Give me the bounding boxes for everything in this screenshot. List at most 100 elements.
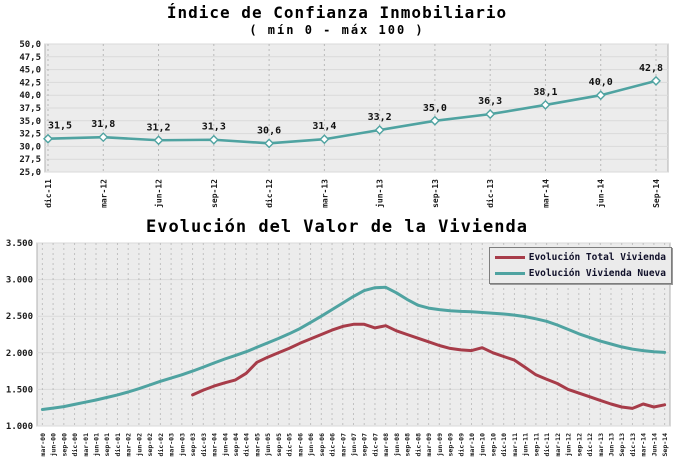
svg-text:sep-02: sep-02 xyxy=(146,433,154,457)
svg-text:sep-03: sep-03 xyxy=(189,433,197,457)
svg-text:sep-12: sep-12 xyxy=(575,433,583,457)
svg-text:jun-09: jun-09 xyxy=(436,433,444,457)
svg-text:1.500: 1.500 xyxy=(6,385,33,395)
svg-text:sep-08: sep-08 xyxy=(404,433,412,457)
svg-text:mar-10: mar-10 xyxy=(468,433,476,457)
svg-text:jun-00: jun-00 xyxy=(50,433,58,457)
svg-text:sep-04: sep-04 xyxy=(232,433,240,457)
svg-text:Sep-14: Sep-14 xyxy=(661,433,669,457)
svg-text:sep-10: sep-10 xyxy=(489,433,497,457)
svg-text:dic-06: dic-06 xyxy=(329,433,337,457)
svg-text:31,4: 31,4 xyxy=(312,121,336,132)
svg-text:mar-13: mar-13 xyxy=(320,179,329,208)
svg-text:jun-02: jun-02 xyxy=(135,433,143,457)
svg-text:mar-14: mar-14 xyxy=(541,179,550,208)
svg-text:sep-11: sep-11 xyxy=(532,433,540,457)
svg-text:31,8: 31,8 xyxy=(91,119,115,130)
svg-text:dic-05: dic-05 xyxy=(286,433,294,457)
svg-text:mar-01: mar-01 xyxy=(82,433,90,457)
svg-text:mar-09: mar-09 xyxy=(425,433,433,457)
svg-text:36,3: 36,3 xyxy=(478,96,502,107)
svg-text:sep-00: sep-00 xyxy=(60,433,68,457)
top-chart-title: Índice de Confianza Inmobiliario xyxy=(166,3,508,22)
svg-text:31,2: 31,2 xyxy=(146,122,170,133)
svg-text:32,5: 32,5 xyxy=(19,130,41,140)
svg-text:dic-11: dic-11 xyxy=(43,179,53,208)
svg-text:dic-02: dic-02 xyxy=(157,433,165,457)
svg-text:sep-06: sep-06 xyxy=(318,433,326,457)
svg-text:mar-00: mar-00 xyxy=(39,433,47,457)
svg-text:mar-12: mar-12 xyxy=(554,433,562,457)
svg-text:40,0: 40,0 xyxy=(589,77,613,88)
svg-text:dic-00: dic-00 xyxy=(71,433,79,457)
svg-text:47,5: 47,5 xyxy=(19,53,41,63)
svg-text:Jun-13: Jun-13 xyxy=(607,433,615,457)
svg-text:38,1: 38,1 xyxy=(533,87,557,98)
svg-text:sep-01: sep-01 xyxy=(103,433,111,457)
svg-text:42,8: 42,8 xyxy=(639,63,663,74)
svg-text:dic-13: dic-13 xyxy=(485,179,495,208)
confidence-index-line-chart: 50,0 47,5 45,0 42,5 40,0 37,5 35,0 32,5 30,0 27,5… xyxy=(19,40,669,208)
svg-text:jun-10: jun-10 xyxy=(479,433,487,457)
svg-text:35,0: 35,0 xyxy=(19,117,41,127)
svg-text:mar-06: mar-06 xyxy=(296,433,304,457)
svg-text:Sep-13: Sep-13 xyxy=(618,433,626,457)
svg-text:dic-12: dic-12 xyxy=(586,433,594,457)
legend-label-total-vivienda: Evolución Total Vivienda xyxy=(528,252,666,263)
svg-text:1.000: 1.000 xyxy=(6,422,33,432)
svg-text:30,6: 30,6 xyxy=(257,125,281,136)
svg-text:30,0: 30,0 xyxy=(19,142,41,152)
svg-text:dic-09: dic-09 xyxy=(457,433,465,457)
svg-text:31,5: 31,5 xyxy=(48,121,72,132)
legend-label-vivienda-nueva: Evolución Vivienda Nueva xyxy=(528,268,666,279)
svg-text:jun-06: jun-06 xyxy=(307,433,315,457)
svg-text:jun-12: jun-12 xyxy=(154,179,164,208)
svg-text:jun-05: jun-05 xyxy=(264,433,272,457)
legend-item-vivienda-nueva: Evolución Vivienda Nueva xyxy=(494,268,666,279)
svg-text:3.000: 3.000 xyxy=(6,276,33,286)
svg-text:50,0: 50,0 xyxy=(19,40,41,50)
svg-text:dic-08: dic-08 xyxy=(414,433,422,457)
svg-text:31,3: 31,3 xyxy=(202,122,226,133)
svg-text:jun-07: jun-07 xyxy=(350,433,358,457)
svg-text:dic-13: dic-13 xyxy=(629,433,637,457)
svg-text:mar-13: mar-13 xyxy=(597,433,605,457)
svg-text:35,0: 35,0 xyxy=(423,103,447,114)
svg-text:mar-04: mar-04 xyxy=(211,433,219,457)
svg-text:mar-14: mar-14 xyxy=(640,433,648,457)
svg-text:mar-03: mar-03 xyxy=(168,433,176,457)
svg-text:sep-09: sep-09 xyxy=(447,433,455,457)
svg-text:Sep-14: Sep-14 xyxy=(652,179,661,208)
svg-text:25,0: 25,0 xyxy=(19,168,41,178)
svg-text:jun-08: jun-08 xyxy=(393,433,401,457)
legend-item-total-vivienda: Evolución Total Vivienda xyxy=(494,252,666,263)
svg-text:2.000: 2.000 xyxy=(6,349,33,359)
svg-text:2.500: 2.500 xyxy=(6,312,33,322)
svg-text:mar-11: mar-11 xyxy=(511,433,519,457)
legend-line-total-vivienda xyxy=(494,256,525,259)
svg-text:jun-11: jun-11 xyxy=(522,433,530,457)
svg-text:33,2: 33,2 xyxy=(368,112,392,123)
svg-text:jun-01: jun-01 xyxy=(93,433,101,457)
svg-text:27,5: 27,5 xyxy=(19,155,41,165)
svg-text:sep-12: sep-12 xyxy=(210,179,219,208)
svg-text:dic-12: dic-12 xyxy=(264,179,274,208)
svg-text:37,5: 37,5 xyxy=(19,104,41,114)
svg-text:jun-03: jun-03 xyxy=(178,433,186,457)
svg-text:jun-12: jun-12 xyxy=(565,433,573,457)
svg-text:dic-11: dic-11 xyxy=(543,433,551,457)
svg-text:jun-13: jun-13 xyxy=(375,179,385,208)
confidence-index-chart-area: 50,0 47,5 45,0 42,5 40,0 37,5 35,0 32,5 30,0 27,5… xyxy=(0,38,674,214)
top-chart-subtitle: ( mín 0 - máx 100 ) xyxy=(249,23,425,37)
housing-value-chart-area: 3.500 3.000 2.500 2.000 1.500 1.000 mar-00 jun-… xyxy=(0,238,674,470)
svg-text:sep-07: sep-07 xyxy=(361,433,369,457)
svg-text:3.500: 3.500 xyxy=(6,239,33,249)
svg-text:mar-07: mar-07 xyxy=(339,433,347,457)
svg-text:jun-14: jun-14 xyxy=(596,179,606,208)
svg-text:jun-04: jun-04 xyxy=(221,433,229,457)
svg-text:dic-07: dic-07 xyxy=(371,433,379,457)
svg-text:dic-10: dic-10 xyxy=(500,433,508,457)
svg-text:42,5: 42,5 xyxy=(19,78,41,88)
bottom-chart-title: Evolución del Valor de la Vivienda xyxy=(146,217,528,237)
svg-text:sep-13: sep-13 xyxy=(431,179,440,208)
